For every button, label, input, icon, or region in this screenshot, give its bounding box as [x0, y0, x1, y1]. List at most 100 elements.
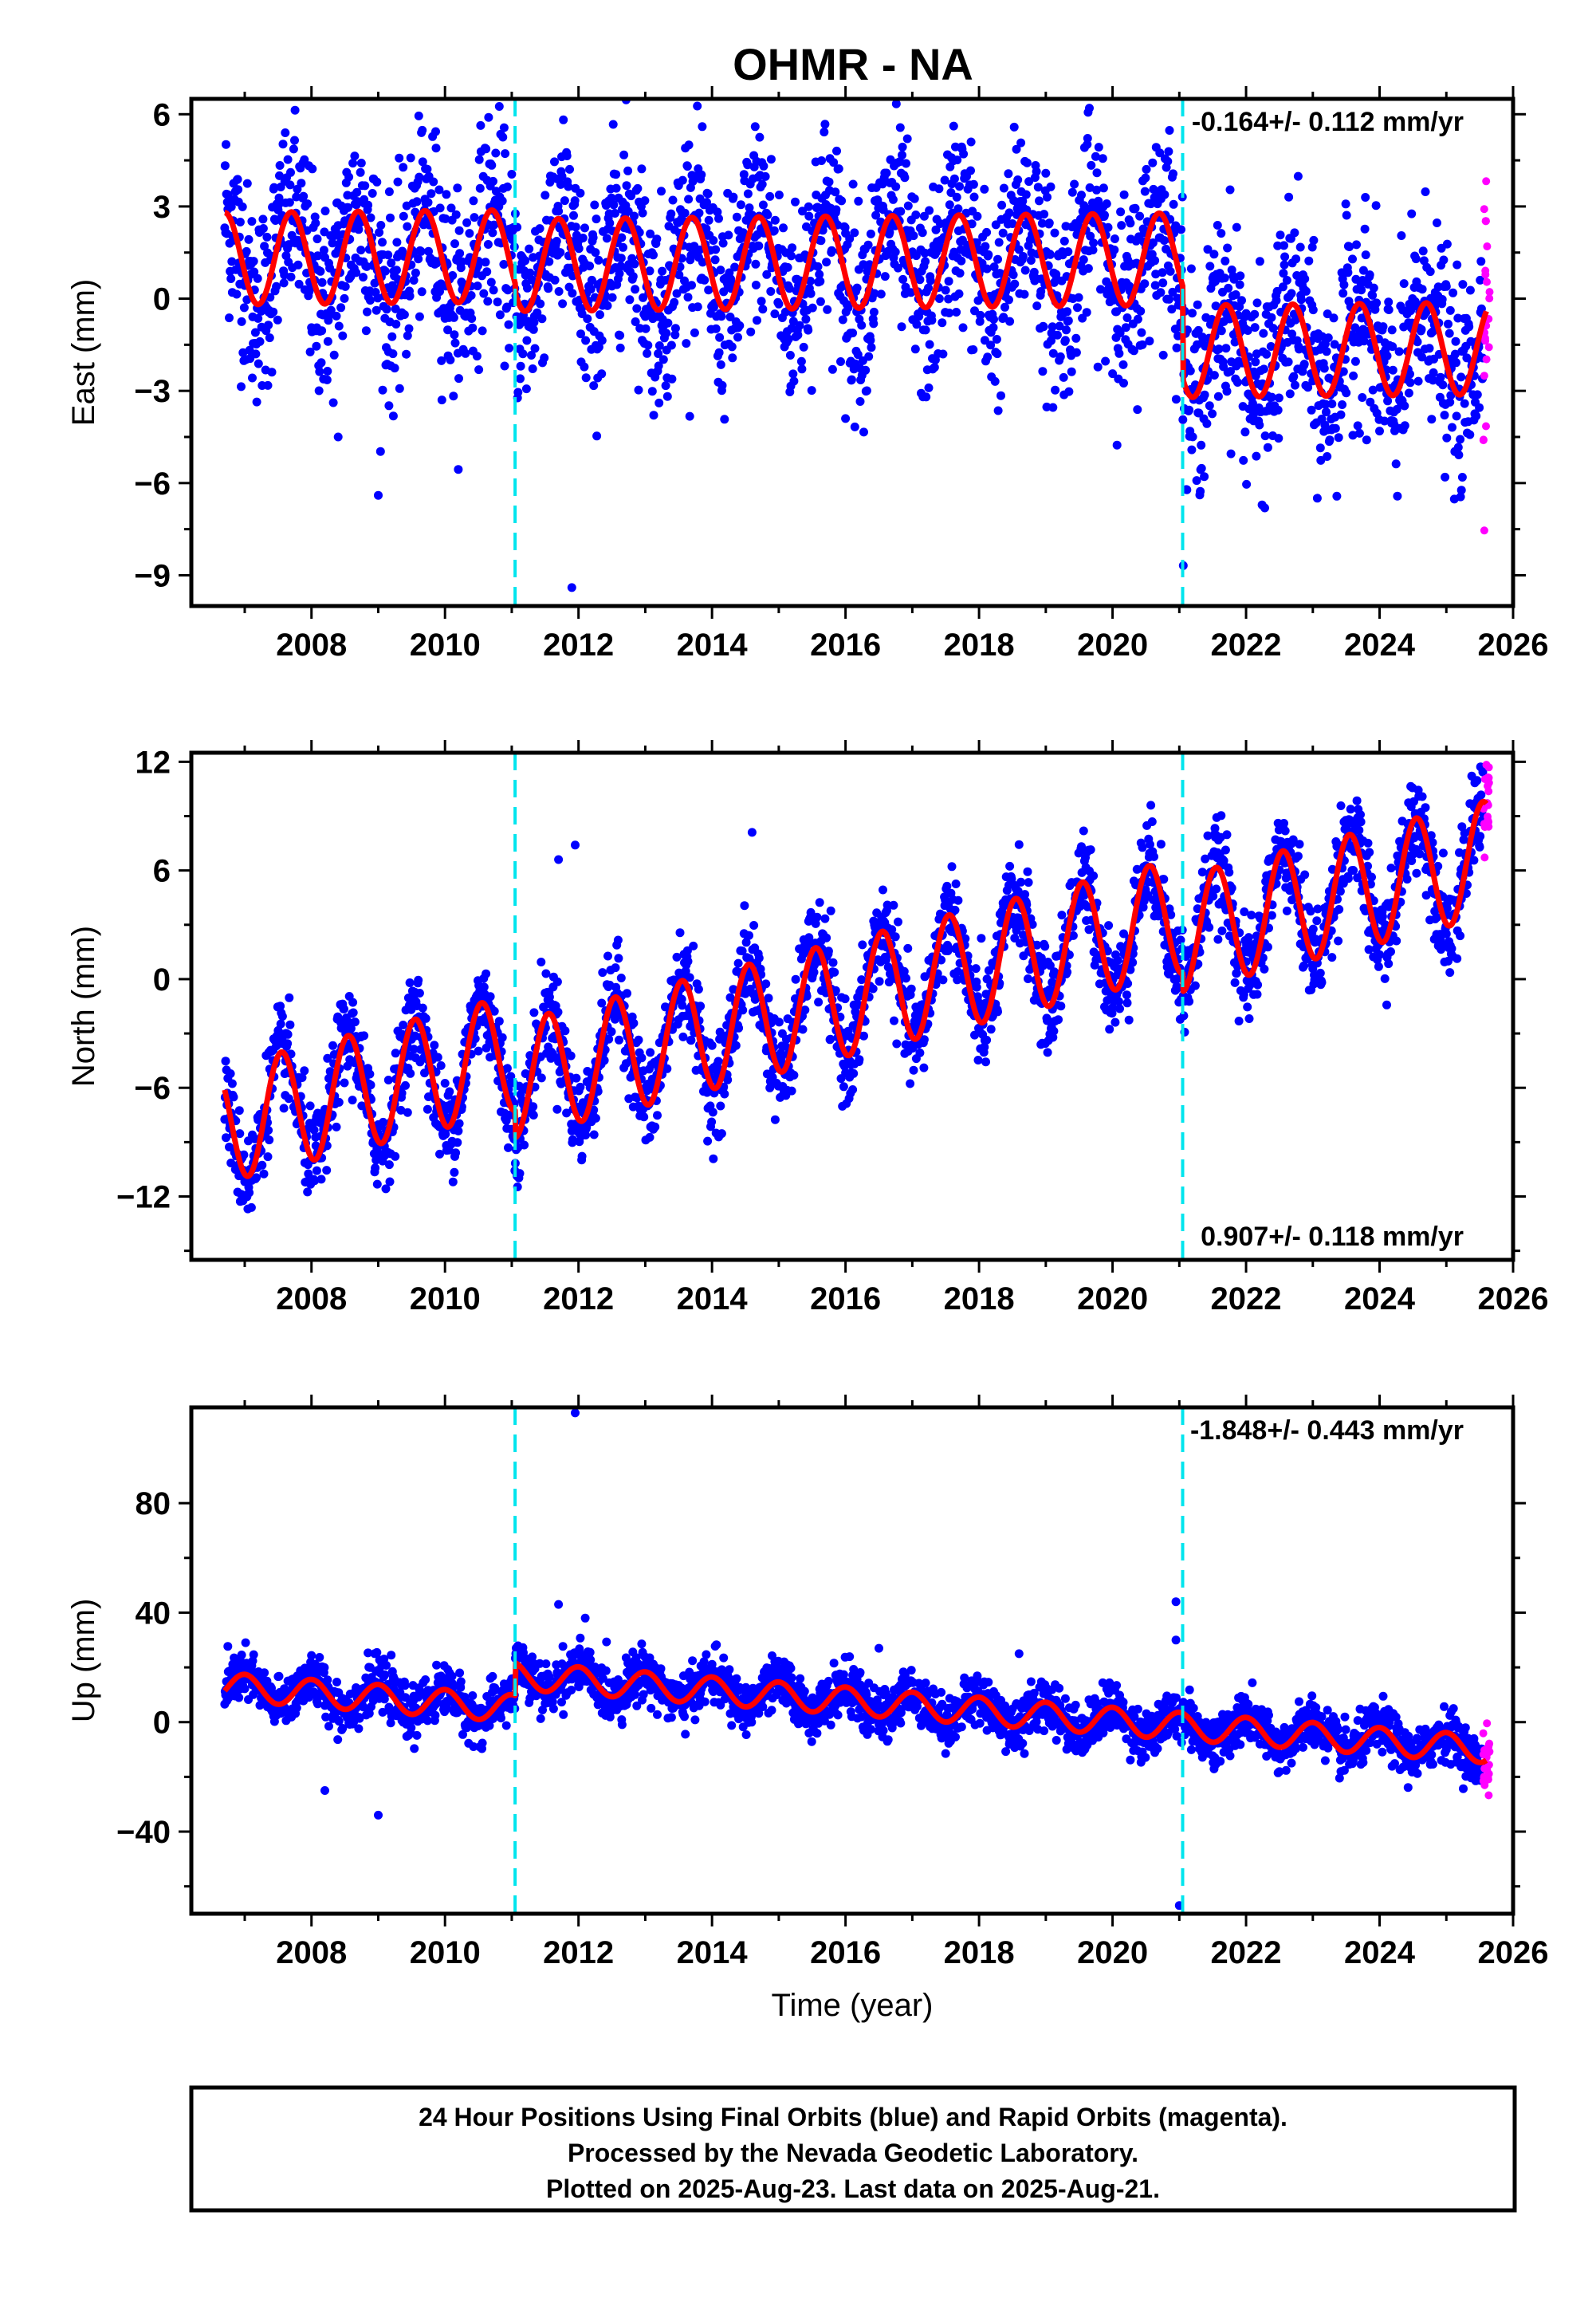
- east-point: [649, 250, 658, 260]
- east-point: [1008, 219, 1017, 228]
- east-point: [503, 285, 513, 295]
- east-point: [293, 260, 303, 270]
- east-point: [1193, 300, 1202, 309]
- east-point: [1343, 268, 1353, 277]
- north-point: [285, 1020, 295, 1029]
- east-point: [483, 297, 493, 306]
- east-point: [1388, 365, 1397, 375]
- north-point: [312, 1166, 321, 1175]
- east-point: [709, 236, 718, 245]
- north-point: [603, 951, 612, 961]
- north-point: [1016, 877, 1026, 887]
- east-point: [1214, 344, 1224, 354]
- east-point: [424, 246, 433, 256]
- east-point: [944, 277, 953, 286]
- north-point: [515, 1169, 525, 1179]
- east-point: [320, 207, 330, 216]
- east-point: [262, 232, 272, 242]
- east-point: [845, 234, 855, 243]
- north-point: [890, 1016, 898, 1025]
- east-model-line: [222, 207, 1489, 400]
- east-point: [727, 342, 737, 352]
- north-point: [221, 1057, 230, 1066]
- east-point: [1200, 472, 1209, 482]
- east-point: [836, 357, 845, 366]
- north-point: [332, 1122, 341, 1131]
- east-point: [623, 207, 633, 216]
- east-point: [1200, 390, 1209, 399]
- east-point: [323, 336, 332, 346]
- east-point: [1130, 203, 1140, 213]
- east-point: [1211, 301, 1221, 311]
- east-point: [611, 170, 621, 179]
- east-point: [570, 196, 580, 206]
- east-point: [1448, 423, 1456, 432]
- east-point: [680, 208, 690, 218]
- east-point: [1140, 279, 1150, 289]
- east-point: [713, 207, 722, 217]
- east-point: [1411, 254, 1421, 264]
- east-point: [900, 173, 910, 183]
- east-point: [586, 285, 596, 294]
- east-point: [1319, 364, 1329, 373]
- east-point: [1035, 196, 1044, 206]
- north-point: [879, 885, 887, 895]
- north-point: [634, 1035, 643, 1045]
- north-point: [611, 963, 620, 973]
- east-point: [1387, 325, 1397, 335]
- north-point: [787, 1086, 796, 1096]
- north-point: [227, 1079, 237, 1088]
- east-point: [556, 179, 565, 189]
- east-point: [1192, 476, 1201, 486]
- east-point: [454, 374, 463, 384]
- east-point: [552, 237, 561, 246]
- east-point: [585, 262, 595, 271]
- east-point: [449, 313, 458, 322]
- east-point: [414, 254, 423, 264]
- east-point: [1004, 295, 1013, 305]
- north-point: [906, 984, 916, 994]
- east-point: [880, 272, 890, 281]
- east-point: [1358, 266, 1368, 275]
- east-point: [1283, 357, 1293, 367]
- north-point: [245, 1188, 254, 1198]
- east-point: [898, 274, 908, 284]
- north-point: [604, 1034, 614, 1044]
- east-point: [1323, 309, 1332, 319]
- east-point: [1421, 187, 1430, 196]
- east-point: [1456, 486, 1466, 495]
- east-point: [1138, 340, 1147, 349]
- east-point: [1087, 160, 1096, 170]
- east-point: [1000, 302, 1009, 312]
- north-point: [276, 1019, 285, 1029]
- east-point: [1224, 283, 1233, 293]
- east-point: [1092, 185, 1101, 195]
- north-point: [902, 974, 910, 983]
- east-point: [375, 228, 384, 237]
- north-point: [972, 982, 981, 992]
- east-point: [502, 302, 512, 312]
- east-point: [372, 177, 382, 187]
- east-point: [1465, 285, 1475, 295]
- north-point: [454, 1119, 464, 1128]
- east-point: [1429, 376, 1437, 385]
- east-point: [474, 155, 484, 164]
- east-point: [1142, 164, 1151, 174]
- east-point: [1086, 231, 1095, 241]
- east-rapid-point: [1481, 217, 1490, 226]
- east-point: [938, 349, 948, 359]
- north-point: [1005, 861, 1015, 871]
- east-point: [1336, 410, 1346, 419]
- east-point: [718, 238, 728, 248]
- east-point: [354, 225, 364, 234]
- east-point: [1186, 264, 1196, 274]
- north-point: [316, 1175, 326, 1184]
- east-point: [1457, 473, 1467, 482]
- east-point: [1441, 281, 1451, 291]
- east-point: [592, 431, 602, 441]
- east-point: [316, 266, 325, 276]
- east-point: [1259, 364, 1268, 374]
- east-point: [797, 364, 807, 374]
- east-point: [1091, 152, 1100, 161]
- north-point: [418, 1003, 427, 1013]
